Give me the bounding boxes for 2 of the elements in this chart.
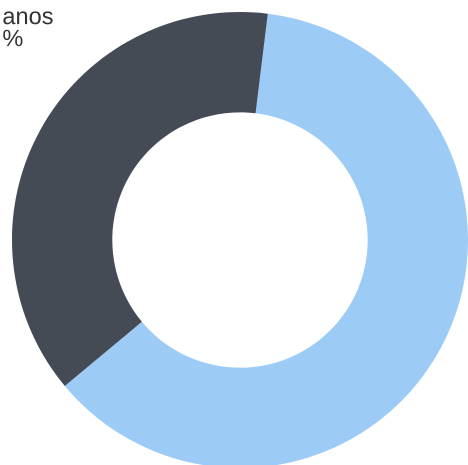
slice-label: anos bbox=[3, 11, 53, 24]
data-label: % bbox=[3, 30, 22, 46]
